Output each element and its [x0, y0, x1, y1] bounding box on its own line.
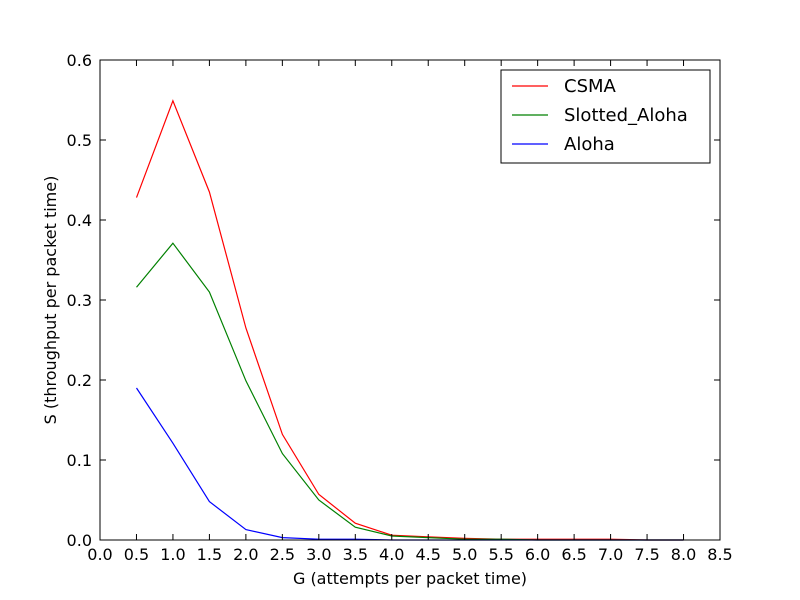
x-tick-label: 4.0 [379, 545, 404, 564]
x-tick-label: 5.0 [452, 545, 477, 564]
x-axis-label: G (attempts per packet time) [293, 569, 527, 588]
series-line-aloha [135, 387, 684, 541]
series-line-slotted-aloha [136, 242, 684, 541]
y-tick-label: 0.4 [67, 211, 92, 230]
x-tick-label: 5.5 [488, 545, 513, 564]
x-tick-label: 2.5 [270, 545, 295, 564]
legend-label: Slotted_Aloha [564, 105, 688, 126]
x-tick-label: 1.0 [160, 545, 185, 564]
y-tick-label: 0.5 [67, 131, 92, 150]
series-layer [135, 99, 684, 541]
y-tick-label: 0.0 [67, 531, 92, 550]
legend-label: CSMA [564, 76, 617, 97]
x-tick-label: 3.0 [306, 545, 331, 564]
legend: CSMA Slotted_Aloha Aloha [500, 69, 711, 164]
ticks-layer: 0.0 0.5 1.0 1.5 2.0 2.5 3.0 3.5 4.0 4.5 5.0 5.5 6.0 6… [67, 51, 733, 564]
x-tick-label: 8.0 [671, 545, 696, 564]
x-tick-label: 6.0 [525, 545, 550, 564]
x-tick-label: 2.0 [233, 545, 258, 564]
x-tick-label: 3.5 [343, 545, 368, 564]
y-tick-label: 0.2 [67, 371, 92, 390]
x-tick-label: 4.5 [416, 545, 441, 564]
y-tick-label: 0.1 [67, 451, 92, 470]
y-tick-label: 0.3 [67, 291, 92, 310]
x-tick-label: 7.5 [634, 545, 659, 564]
y-tick-label: 0.6 [67, 51, 92, 70]
x-tick-label: 7.0 [598, 545, 623, 564]
x-tick-label: 0.5 [124, 545, 149, 564]
x-tick-label: 1.5 [197, 545, 222, 564]
legend-label: Aloha [564, 134, 615, 155]
x-tick-label: 6.5 [561, 545, 586, 564]
series-line-csma [135, 99, 684, 541]
y-axis-label: S (throughput per packet time) [41, 176, 60, 425]
x-tick-label: 0.0 [87, 545, 112, 564]
x-tick-label: 8.5 [707, 545, 732, 564]
